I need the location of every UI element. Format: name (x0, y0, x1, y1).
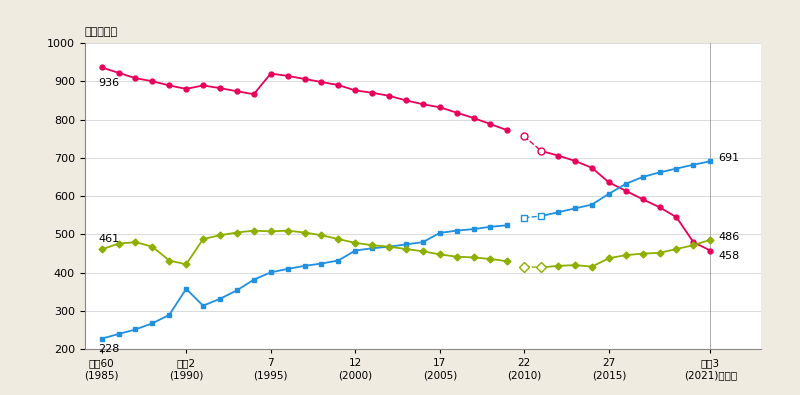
Text: 486: 486 (718, 232, 740, 242)
Text: （万世帯）: （万世帯） (85, 27, 118, 37)
Text: 228: 228 (98, 344, 120, 354)
Text: 461: 461 (98, 234, 119, 244)
Text: 458: 458 (718, 251, 740, 261)
Text: 691: 691 (718, 153, 740, 163)
Text: 936: 936 (98, 78, 119, 88)
